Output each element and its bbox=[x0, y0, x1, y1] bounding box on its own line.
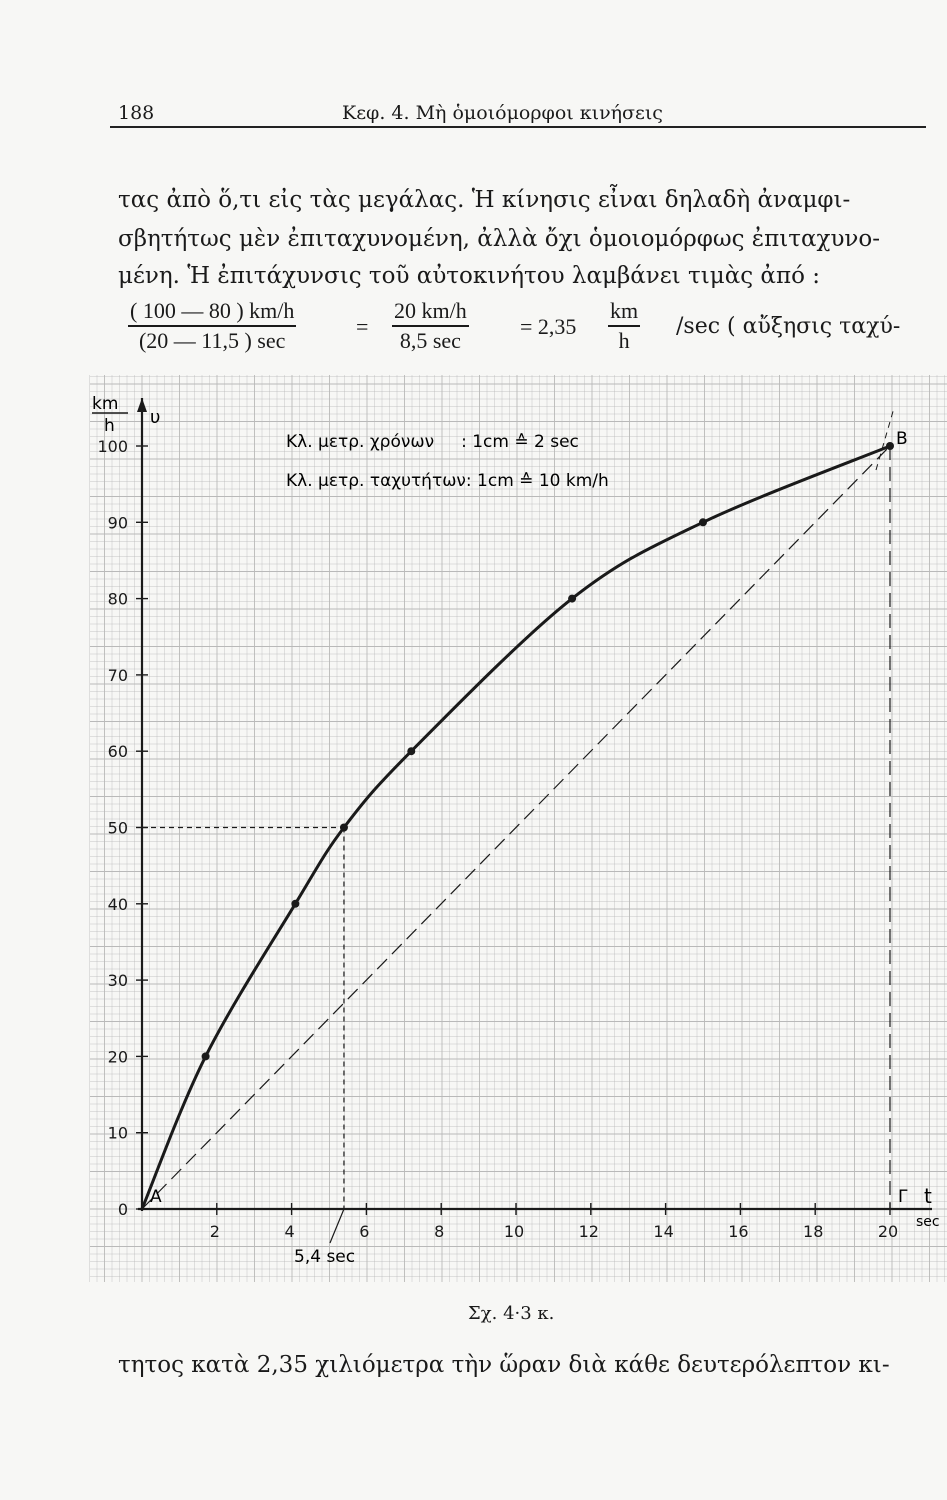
tick-labels: 0 10 20 30 40 50 60 70 80 90 100 2 4 6 8 10 12 14 16 18 20 bbox=[97, 437, 898, 1241]
y-unit-numerator: km bbox=[92, 394, 118, 414]
x-tick-label: 16 bbox=[728, 1222, 748, 1241]
legend-speed-scale: Κλ. μετρ. ταχυτήτων: 1cm ≙ 10 km/h bbox=[286, 471, 609, 491]
running-title: Κεφ. 4. Μὴ ὁμοιόμορφοι κινήσεις bbox=[342, 102, 663, 124]
data-point bbox=[568, 594, 577, 603]
y-tick-label: 80 bbox=[108, 590, 128, 609]
y-axis-label: υ bbox=[150, 407, 160, 428]
fraction-1-bar bbox=[128, 325, 297, 327]
point-label-b: B bbox=[896, 429, 908, 449]
running-header: 188 Κεφ. 4. Μὴ ὁμοιόμορφοι κινήσεις bbox=[110, 98, 926, 132]
x-tick-label: 14 bbox=[653, 1222, 673, 1241]
header-rule bbox=[110, 126, 926, 128]
equals-sign-1: = bbox=[356, 314, 369, 339]
x-tick-label: 20 bbox=[878, 1222, 898, 1241]
page-number: 188 bbox=[118, 102, 155, 124]
axes bbox=[137, 398, 932, 1211]
fraction-2-denominator: 8,5 sec bbox=[399, 327, 461, 353]
acceleration-equation: ( 100 — 80 ) km/h (20 — 11,5 ) sec = 20 … bbox=[128, 298, 947, 358]
y-tick-label: 100 bbox=[97, 437, 128, 456]
fraction-3-numerator: km bbox=[610, 298, 639, 323]
y-axis-arrow bbox=[137, 398, 147, 412]
chord-a-b bbox=[141, 445, 891, 1210]
chart-labels: km h υ t sec Κλ. μετρ. χρόνων : 1cm ≙ 2 … bbox=[92, 394, 940, 1267]
y-tick-label: 70 bbox=[108, 666, 128, 685]
fraction-1-numerator: ( 100 — 80 ) km/h bbox=[130, 298, 295, 323]
y-tick-label: 60 bbox=[108, 742, 128, 761]
fraction-3: km h bbox=[608, 298, 641, 354]
data-point bbox=[699, 518, 707, 527]
annotation-5-4-sec: 5,4 sec bbox=[294, 1247, 355, 1267]
x-tick-label: 6 bbox=[359, 1222, 369, 1241]
data-point bbox=[407, 747, 416, 756]
data-points bbox=[201, 442, 894, 1061]
point-label-a: A bbox=[150, 1187, 162, 1207]
fraction-1: ( 100 — 80 ) km/h (20 — 11,5 ) sec bbox=[128, 298, 297, 354]
y-tick-label: 50 bbox=[108, 819, 128, 838]
fraction-3-bar bbox=[608, 325, 641, 327]
grid-major bbox=[90, 375, 947, 1282]
y-tick-label: 40 bbox=[108, 895, 128, 914]
body-line-1: τας ἀπὸ ὅ,τι εἰς τὰς μεγάλας. Ἡ κίνησις … bbox=[118, 187, 851, 213]
figure-caption: Σχ. 4·3 κ. bbox=[468, 1303, 555, 1324]
fraction-2: 20 km/h 8,5 sec bbox=[392, 298, 469, 354]
fraction-2-bar bbox=[392, 325, 469, 327]
data-point bbox=[339, 823, 348, 832]
tangent-at-b bbox=[875, 407, 895, 471]
data-point bbox=[886, 442, 894, 450]
body-line-2: σβητήτως μὲν ἐπιταχυνομένη, ἀλλὰ ὄχι ὁμο… bbox=[118, 226, 881, 252]
y-unit-denominator: h bbox=[104, 416, 115, 436]
fraction-2-numerator: 20 km/h bbox=[394, 298, 467, 323]
body-last-line: τητος κατὰ 2,35 χιλιόμετρα τὴν ὥραν διὰ … bbox=[118, 1352, 890, 1378]
y-tick-label: 20 bbox=[108, 1047, 128, 1066]
y-tick-label: 90 bbox=[108, 513, 128, 532]
equation-tail: /sec ( αὔξησις ταχύ- bbox=[676, 314, 901, 339]
grid-minor bbox=[89, 375, 947, 1282]
y-tick-label: 30 bbox=[108, 971, 128, 990]
x-axis-unit: sec bbox=[916, 1214, 940, 1230]
annotation-leader bbox=[329, 1208, 345, 1244]
x-tick-label: 2 bbox=[210, 1222, 220, 1241]
data-point bbox=[201, 1052, 210, 1061]
equals-result: = 2,35 bbox=[520, 314, 577, 339]
x-tick-label: 4 bbox=[285, 1222, 295, 1241]
y-tick-label: 0 bbox=[118, 1200, 128, 1219]
y-tick-label: 10 bbox=[108, 1124, 128, 1143]
guide-lines bbox=[141, 407, 895, 1244]
x-axis-label: t bbox=[924, 1184, 932, 1208]
body-line-3: μένη. Ἡ ἐπιτάχυνσις τοῦ αὐτοκινήτου λαμβ… bbox=[118, 263, 820, 289]
x-tick-label: 12 bbox=[579, 1222, 599, 1241]
point-label-gamma: Γ bbox=[898, 1187, 908, 1207]
x-tick-label: 10 bbox=[504, 1222, 524, 1241]
x-tick-label: 18 bbox=[803, 1222, 823, 1241]
data-point bbox=[291, 899, 300, 908]
fraction-3-denominator: h bbox=[618, 327, 630, 353]
x-tick-label: 8 bbox=[434, 1222, 444, 1241]
fraction-1-denominator: (20 — 11,5 ) sec bbox=[138, 327, 286, 353]
legend-time-scale: Κλ. μετρ. χρόνων : 1cm ≙ 2 sec bbox=[286, 432, 579, 452]
